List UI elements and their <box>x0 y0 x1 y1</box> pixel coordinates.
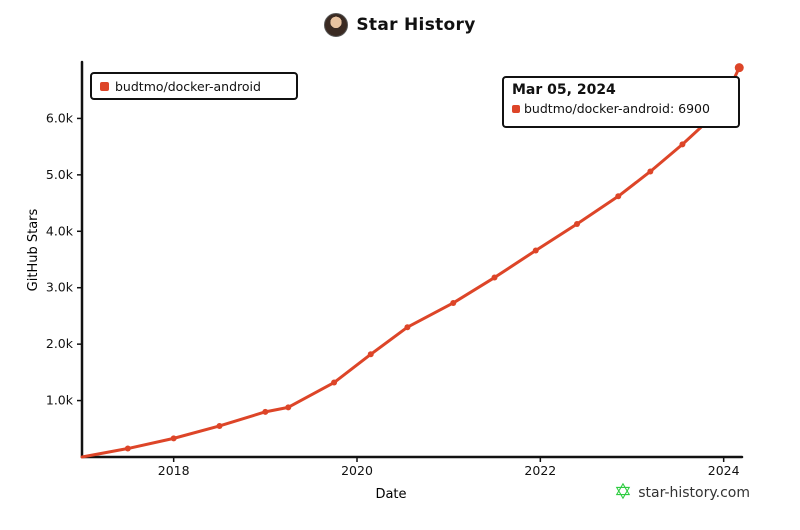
series-point <box>262 408 269 415</box>
series-point <box>574 220 580 227</box>
site-link[interactable]: star-history.com <box>638 485 750 501</box>
series-group <box>80 63 744 459</box>
star-logo-icon: ✡ <box>613 480 633 505</box>
series-point <box>331 379 338 386</box>
series-line <box>80 66 741 459</box>
series-point <box>679 141 686 148</box>
tooltip-row: budtmo/docker-android: 6900 <box>512 101 730 116</box>
series-point <box>170 435 177 442</box>
avatar <box>324 13 349 37</box>
chart-header: Star History <box>0 10 800 40</box>
x-axis-ticks: 2018 2020 2022 2024 <box>158 457 740 478</box>
series-endpoint <box>734 63 744 73</box>
chart-axes <box>80 60 744 459</box>
series-point <box>404 324 411 331</box>
chart-legend[interactable]: budtmo/docker-android <box>90 72 298 100</box>
series-point <box>491 274 498 281</box>
x-tick-label: 2018 <box>158 463 190 478</box>
legend-swatch <box>100 81 109 91</box>
data-tooltip: Mar 05, 2024 budtmo/docker-android: 6900 <box>502 76 740 128</box>
y-tick-label: 6.0k <box>46 110 74 125</box>
series-point <box>450 299 457 306</box>
legend-label: budtmo/docker-android <box>115 78 261 94</box>
footer-branding[interactable]: ✡ star-history.com <box>614 482 750 504</box>
x-tick-label: 2024 <box>708 463 740 478</box>
y-tick-label: 4.0k <box>46 223 74 238</box>
series-point <box>615 193 622 200</box>
x-tick-label: 2020 <box>341 463 373 478</box>
tooltip-swatch <box>512 104 520 113</box>
tooltip-value: budtmo/docker-android: 6900 <box>524 101 710 116</box>
series-point <box>647 168 654 175</box>
series-point <box>216 422 223 429</box>
y-tick-label: 1.0k <box>46 393 74 408</box>
series-point <box>367 351 374 358</box>
tooltip-date: Mar 05, 2024 <box>512 82 616 98</box>
x-tick-label: 2022 <box>524 463 556 478</box>
y-tick-label: 5.0k <box>46 167 74 182</box>
chart-title: Star History <box>356 15 476 35</box>
x-axis-label: Date <box>375 487 406 502</box>
series-point <box>124 445 131 452</box>
y-tick-label: 2.0k <box>46 336 74 351</box>
y-axis-ticks: 1.0k 2.0k 3.0k 4.0k 5.0k 6.0k <box>46 110 82 408</box>
y-axis-label: GitHub Stars <box>26 208 41 291</box>
y-tick-label: 3.0k <box>46 280 74 295</box>
series-point <box>285 404 292 411</box>
series-point <box>532 247 539 254</box>
